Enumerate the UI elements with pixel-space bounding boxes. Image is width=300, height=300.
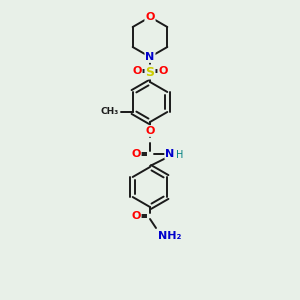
Text: O: O [158,66,168,76]
Text: O: O [145,126,155,136]
Text: NH₂: NH₂ [158,231,181,241]
Text: O: O [131,211,141,221]
Text: S: S [146,65,154,79]
Text: O: O [145,12,155,22]
Text: N: N [165,149,175,159]
Text: H: H [176,150,183,160]
Text: CH₃: CH₃ [100,107,119,116]
Text: O: O [131,149,141,159]
Text: N: N [146,52,154,62]
Text: O: O [132,66,142,76]
